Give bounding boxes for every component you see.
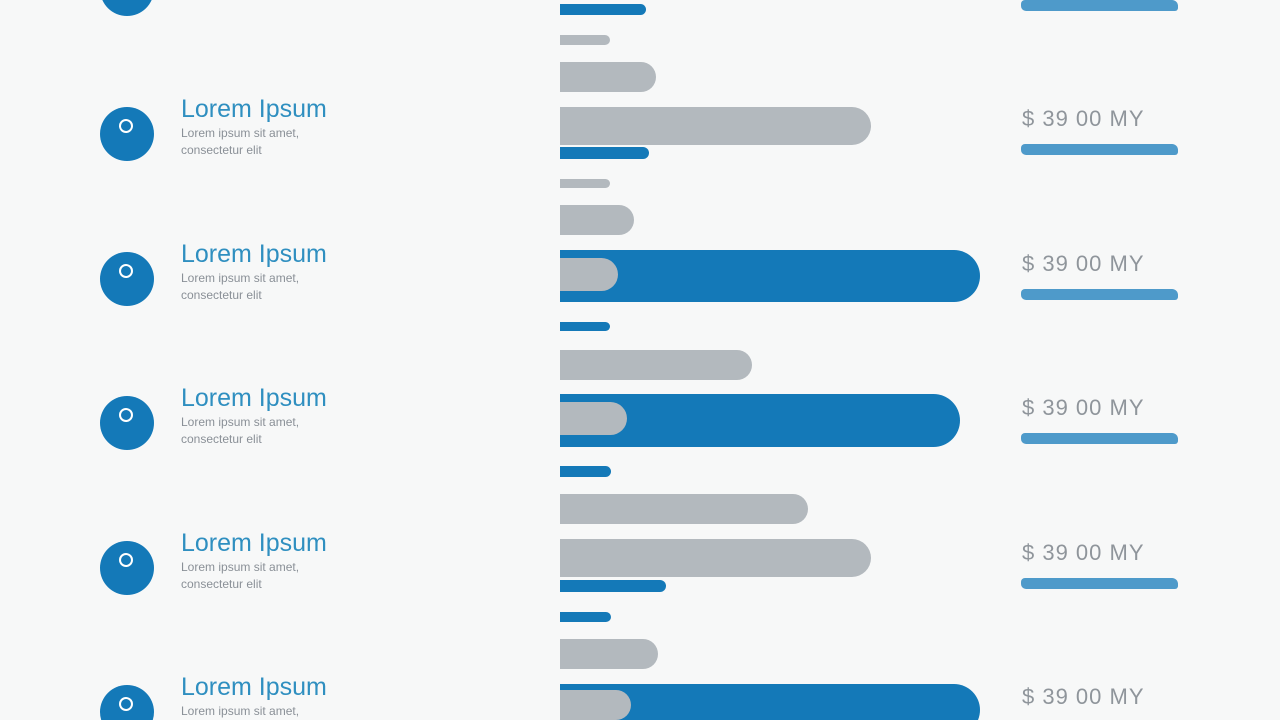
price: $ 39 00 MY [1022,250,1145,276]
row-subtitle: consectetur elit [181,432,262,446]
bar [560,179,610,188]
row-subtitle: Lorem ipsum sit amet, [181,704,300,718]
icon [100,0,154,16]
bar [560,258,618,291]
bar [560,494,808,524]
price: $ 39 00 MY [1022,539,1145,565]
bar [560,580,666,592]
bar [560,690,631,720]
price: $ 39 00 MY [1022,106,1145,131]
bar [560,147,649,159]
bar [560,250,980,302]
row-title: Lorem Ipsum [181,239,327,268]
bar [560,612,611,622]
bar [560,539,871,577]
row-title: Lorem Ipsum [181,673,327,701]
bar [560,4,646,15]
underline [1021,577,1178,589]
row-subtitle: Lorem ipsum sit amet, [181,559,300,574]
row-subtitle: Lorem ipsum sit amet, [181,126,300,140]
bar [560,402,627,435]
bar [560,205,634,235]
bar [560,466,611,477]
underline [1021,288,1178,300]
bar [560,350,752,380]
bar [560,62,656,92]
underline [1021,433,1178,444]
price: $ 39 00 MY [1022,395,1145,420]
bar [560,107,871,145]
price: $ 39 00 MY [1022,684,1145,709]
icon [100,107,154,161]
row-title: Lorem Ipsum [181,384,327,412]
row-subtitle: consectetur elit [181,576,262,591]
row-subtitle: consectetur elit [181,143,262,157]
icon [100,251,154,306]
underline [1021,144,1178,155]
icon [100,396,154,450]
bar [560,639,658,669]
icon [100,685,154,720]
row-subtitle: consectetur elit [181,287,262,302]
row-title: Lorem Ipsum [181,528,327,557]
underline [1021,0,1178,11]
row-subtitle: Lorem ipsum sit amet, [181,270,300,285]
bar [560,35,610,45]
row-subtitle: Lorem ipsum sit amet, [181,415,300,429]
bar [560,322,610,331]
icon [100,540,154,595]
row-title: Lorem Ipsum [181,95,327,123]
